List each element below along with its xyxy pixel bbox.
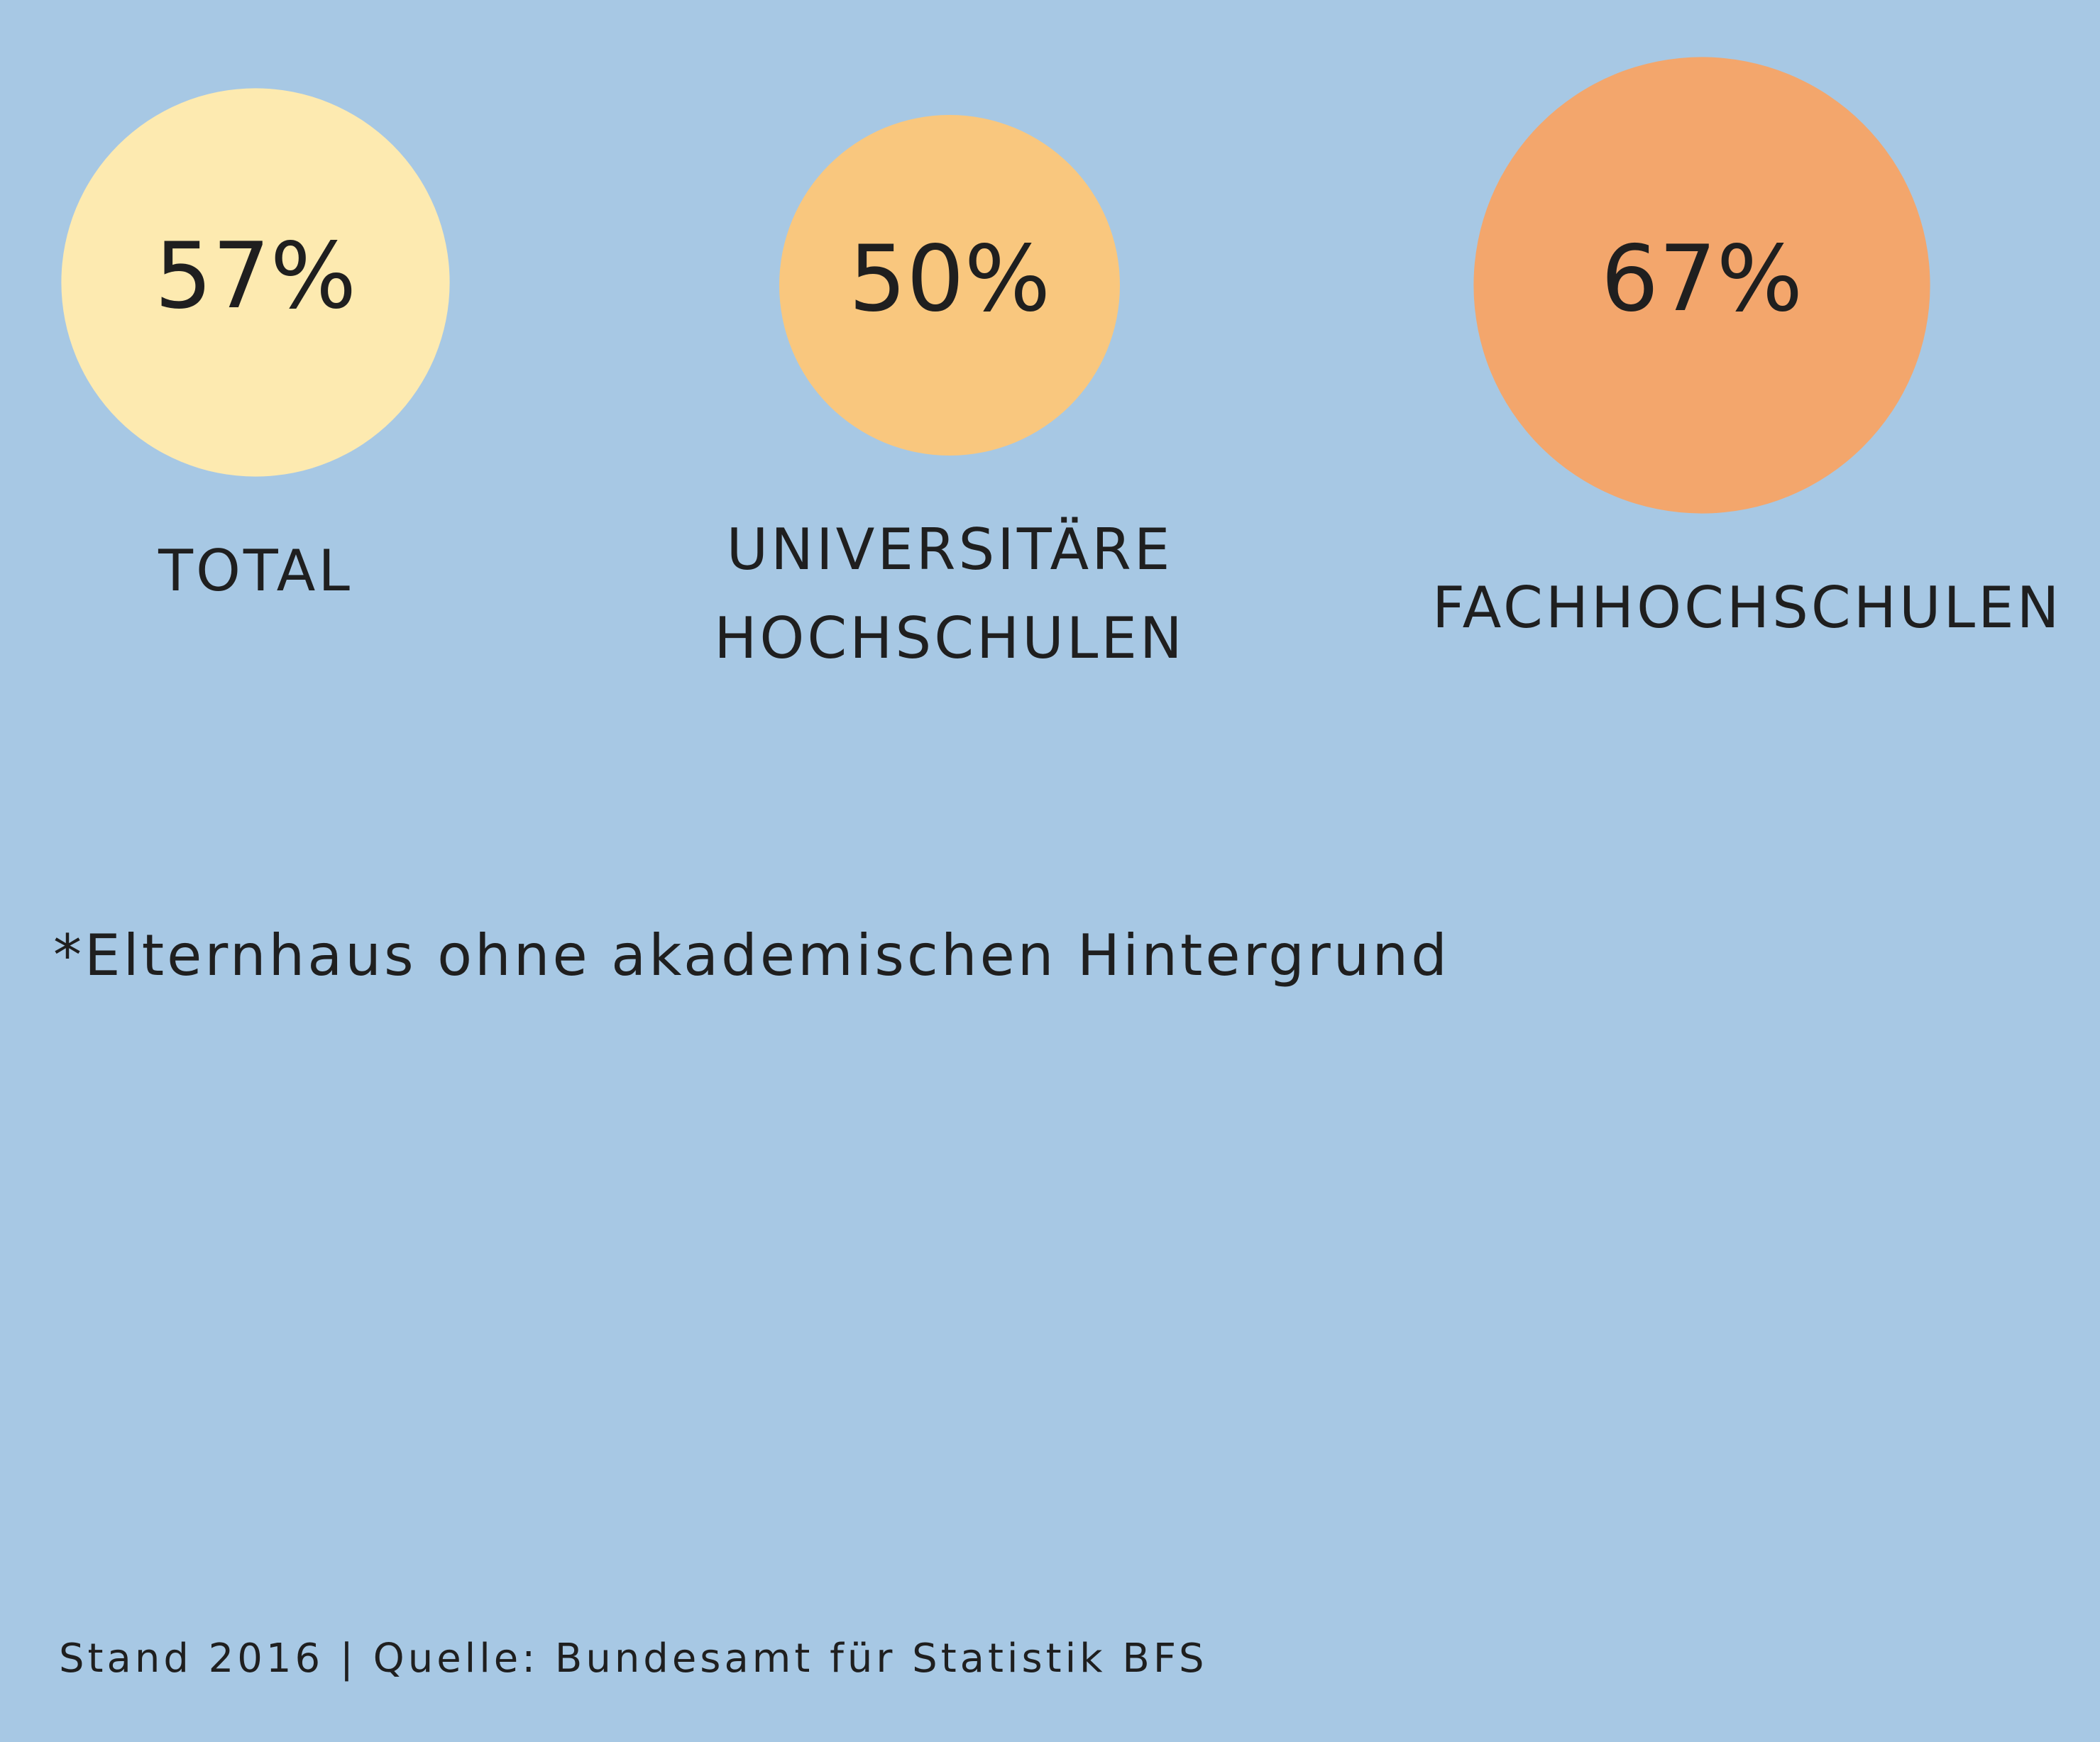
category-label: UNIVERSITÄRE HOCHSCHULEN bbox=[714, 517, 1185, 671]
bubble bbox=[1473, 57, 1930, 514]
value-label: 57% bbox=[155, 224, 357, 329]
chart: 57% 50% 67% bbox=[61, 57, 1930, 514]
source: Stand 2016 | Quelle: Bundesamt für Stati… bbox=[59, 1636, 1208, 1682]
footnote: *Elternhaus ohne akademischen Hintergrun… bbox=[53, 922, 1450, 988]
value-label: 67% bbox=[1601, 226, 1803, 332]
category-label: TOTAL bbox=[158, 537, 353, 604]
category-label: FACHHOCHSCHULEN bbox=[1432, 574, 2062, 641]
value-label: 50% bbox=[849, 226, 1051, 332]
bubble bbox=[779, 115, 1120, 456]
bubble bbox=[61, 88, 450, 477]
